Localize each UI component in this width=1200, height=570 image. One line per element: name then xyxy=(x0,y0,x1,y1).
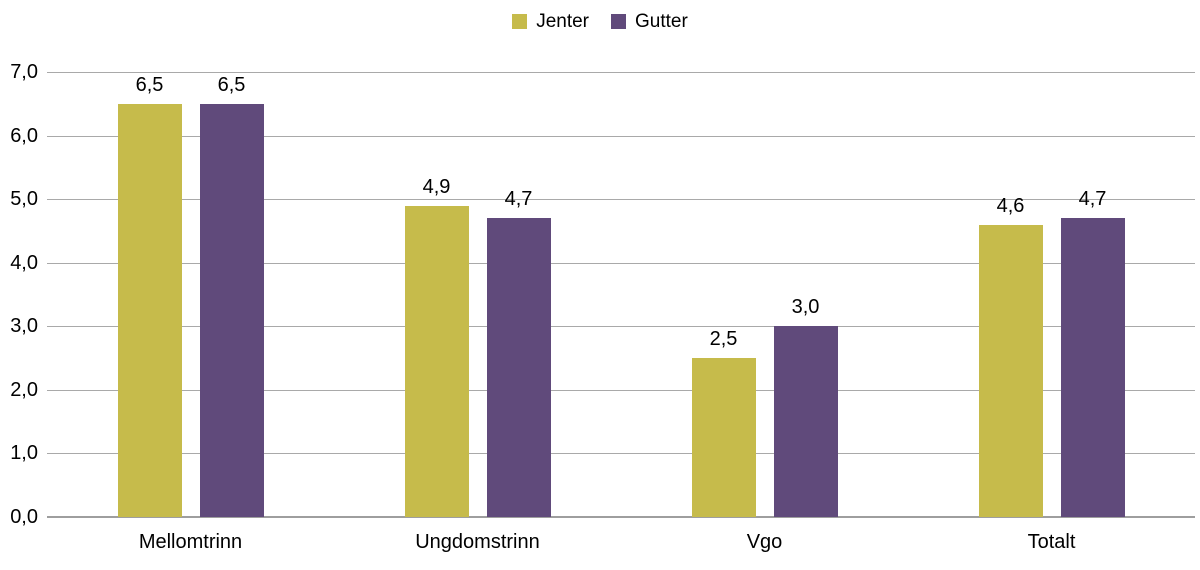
legend-label: Gutter xyxy=(635,11,688,32)
bar-gutter-ungdomstrinn xyxy=(486,218,551,517)
bar-value-label: 4,7 xyxy=(504,188,533,211)
bar-gutter-mellomtrinn xyxy=(199,103,264,517)
y-axis-tick-label: 3,0 xyxy=(10,315,38,338)
legend-swatch-gutter xyxy=(611,14,626,29)
y-axis-tick-label: 0,0 xyxy=(10,506,38,528)
x-axis-category-label: Vgo xyxy=(746,531,783,553)
x-axis-category-label: Ungdomstrinn xyxy=(415,531,540,553)
y-axis-tick-label: 7,0 xyxy=(10,61,38,83)
bar-value-label: 6,5 xyxy=(135,73,164,96)
bar-gutter-vgo xyxy=(773,326,838,517)
bar-jenter-mellomtrinn xyxy=(117,103,182,517)
bar-value-label: 3,0 xyxy=(791,296,820,319)
gridline xyxy=(47,135,1195,137)
bar-jenter-ungdomstrinn xyxy=(404,205,469,517)
gridline xyxy=(47,453,1195,455)
y-axis-tick-label: 6,0 xyxy=(10,124,38,147)
chart-legend: Jenter Gutter xyxy=(0,12,1200,31)
bar-gutter-totalt xyxy=(1060,218,1125,517)
bar-value-label: 2,5 xyxy=(709,328,738,351)
bar-value-label: 4,6 xyxy=(996,194,1025,217)
x-axis-line xyxy=(47,516,1195,518)
legend-label: Jenter xyxy=(536,11,589,32)
bar-value-label: 6,5 xyxy=(217,73,246,96)
gridline xyxy=(47,326,1195,328)
legend-swatch-jenter xyxy=(512,14,528,29)
y-axis-tick-label: 4,0 xyxy=(10,251,38,274)
x-axis-category-label: Totalt xyxy=(1027,531,1076,553)
gridline xyxy=(47,199,1195,201)
bar-value-label: 4,7 xyxy=(1078,188,1107,211)
gridline xyxy=(47,72,1195,73)
y-axis-tick-label: 1,0 xyxy=(10,442,38,465)
y-axis-tick-label: 2,0 xyxy=(10,378,38,401)
plot-area: 0,0 1,0 2,0 3,0 4,0 5,0 6,0 7,0 6,5 6,5 Mellomtrin… xyxy=(10,61,1195,553)
gridline xyxy=(47,262,1195,264)
x-axis-category-label: Mellomtrinn xyxy=(138,531,243,553)
y-axis-tick-label: 5,0 xyxy=(10,188,38,211)
legend-item-gutter: Gutter xyxy=(611,12,688,31)
bar-jenter-vgo xyxy=(691,358,756,517)
bar-value-label: 4,9 xyxy=(422,175,451,198)
bar-jenter-totalt xyxy=(978,224,1043,517)
gridline xyxy=(47,389,1195,391)
legend-item-jenter: Jenter xyxy=(512,12,589,31)
